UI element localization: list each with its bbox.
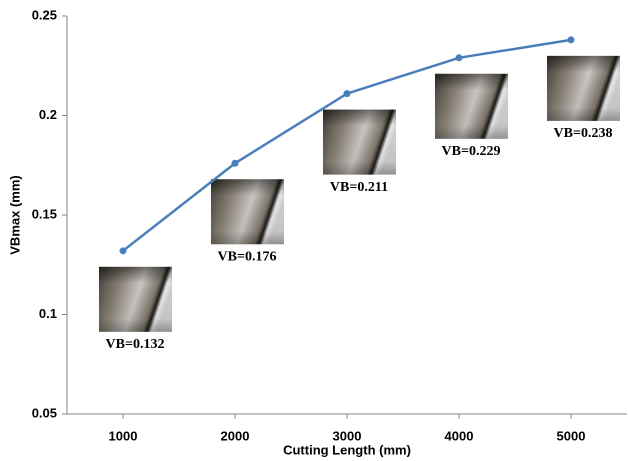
x-tick-label: 1000	[109, 428, 138, 443]
tool-photo-shade	[435, 74, 508, 139]
x-tick-label: 4000	[445, 428, 474, 443]
value-label: VB=0.132	[106, 337, 165, 352]
y-axis-title: VBmax (mm)	[7, 175, 22, 254]
tool-photo-shade	[99, 267, 172, 332]
tool-photo-shade	[323, 110, 396, 175]
x-tick-label: 5000	[557, 428, 586, 443]
point	[120, 247, 127, 254]
point	[456, 54, 463, 61]
point	[232, 160, 239, 167]
point	[568, 36, 575, 43]
y-tick-label: 0.05	[32, 405, 57, 420]
tool-photo-shade	[211, 179, 284, 244]
page: {"chart_data": {"type": "line", "x_label…	[0, 0, 629, 461]
tool-photo-shade	[547, 56, 620, 121]
value-label: VB=0.238	[554, 126, 613, 141]
x-tick-label: 2000	[221, 428, 250, 443]
value-label: VB=0.211	[330, 180, 388, 195]
y-tick-label: 0.15	[32, 206, 57, 221]
y-tick-label: 0.1	[39, 306, 57, 321]
x-tick-label: 3000	[333, 428, 362, 443]
point	[344, 90, 351, 97]
x-axis-title: Cutting Length (mm)	[283, 442, 411, 457]
chart: Cutting Length (mm) VBmax (mm) 0.05 0.1 0.…	[0, 0, 629, 461]
value-label: VB=0.229	[442, 144, 501, 159]
y-tick-label: 0.25	[32, 7, 57, 22]
y-tick-label: 0.2	[39, 107, 57, 122]
value-label: VB=0.176	[218, 249, 277, 264]
